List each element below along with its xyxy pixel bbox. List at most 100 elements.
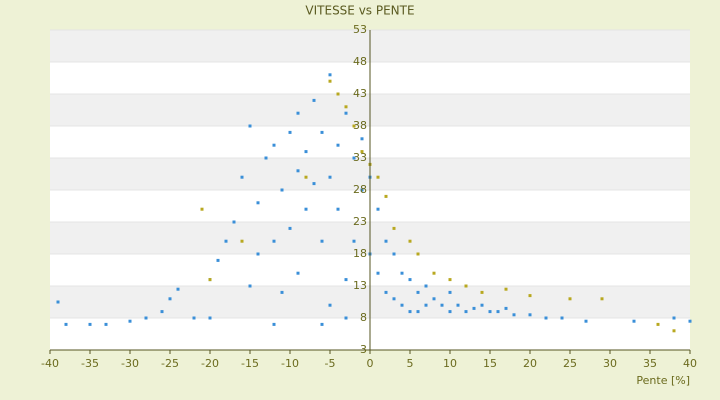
point (480, 290, 484, 294)
x-tick-label: -30 (121, 357, 139, 370)
point (384, 239, 388, 243)
point (64, 322, 68, 326)
point (584, 319, 588, 323)
point (240, 175, 244, 179)
point (272, 143, 276, 147)
chart-title: VITESSE vs PENTE (305, 4, 414, 18)
point (504, 306, 508, 310)
point (328, 79, 332, 83)
x-tick-label: 20 (523, 357, 537, 370)
point (480, 303, 484, 307)
point (304, 175, 308, 179)
x-tick-label: -10 (281, 357, 299, 370)
point (56, 300, 60, 304)
point (160, 310, 164, 314)
point (408, 278, 412, 282)
point (344, 111, 348, 115)
point (216, 258, 220, 262)
point (288, 130, 292, 134)
x-tick-label: -40 (41, 357, 59, 370)
x-tick-label: -5 (325, 357, 336, 370)
point (168, 297, 172, 301)
point (296, 169, 300, 173)
point (328, 303, 332, 307)
point (408, 239, 412, 243)
x-tick-label: 40 (683, 357, 697, 370)
point (88, 322, 92, 326)
point (392, 252, 396, 256)
point (192, 316, 196, 320)
point (376, 271, 380, 275)
y-tick-label: 38 (353, 119, 367, 132)
x-tick-label: 10 (443, 357, 457, 370)
point (512, 313, 516, 317)
point (352, 239, 356, 243)
point (320, 322, 324, 326)
point (304, 150, 308, 154)
point (400, 271, 404, 275)
point (336, 92, 340, 96)
x-tick-label: 0 (367, 357, 374, 370)
x-tick-label: -35 (81, 357, 99, 370)
point (416, 252, 420, 256)
point (272, 322, 276, 326)
point (416, 290, 420, 294)
point (392, 226, 396, 230)
points (56, 73, 692, 333)
point (344, 278, 348, 282)
x-tick-label: -15 (241, 357, 259, 370)
point (264, 156, 268, 160)
point (344, 105, 348, 109)
point (224, 239, 228, 243)
point (200, 207, 204, 211)
point (352, 124, 356, 128)
point (376, 207, 380, 211)
point (376, 175, 380, 179)
point (656, 322, 660, 326)
point (248, 124, 252, 128)
point (336, 207, 340, 211)
point (312, 182, 316, 186)
point (440, 303, 444, 307)
point (336, 143, 340, 147)
point (256, 252, 260, 256)
x-tick-label: 30 (603, 357, 617, 370)
x-tick-label: 5 (407, 357, 414, 370)
point (672, 329, 676, 333)
point (360, 137, 364, 141)
point (560, 316, 564, 320)
point (296, 111, 300, 115)
point (384, 290, 388, 294)
point (632, 319, 636, 323)
point (544, 316, 548, 320)
y-tick-label: 8 (360, 311, 367, 324)
point (360, 188, 364, 192)
y-tick-label: 13 (353, 279, 367, 292)
y-tick-label: 23 (353, 215, 367, 228)
point (456, 303, 460, 307)
point (208, 278, 212, 282)
point (128, 319, 132, 323)
y-tick-label: 43 (353, 87, 367, 100)
point (176, 287, 180, 291)
point (568, 297, 572, 301)
point (352, 156, 356, 160)
point (672, 316, 676, 320)
point (424, 303, 428, 307)
point (344, 316, 348, 320)
point (464, 310, 468, 314)
x-tick-label: 15 (483, 357, 497, 370)
point (528, 313, 532, 317)
point (432, 297, 436, 301)
point (448, 310, 452, 314)
point (400, 303, 404, 307)
point (360, 150, 364, 154)
point (416, 310, 420, 314)
point (312, 98, 316, 102)
point (208, 316, 212, 320)
point (528, 294, 532, 298)
y-tick-label: 3 (360, 343, 367, 356)
point (320, 130, 324, 134)
point (392, 297, 396, 301)
